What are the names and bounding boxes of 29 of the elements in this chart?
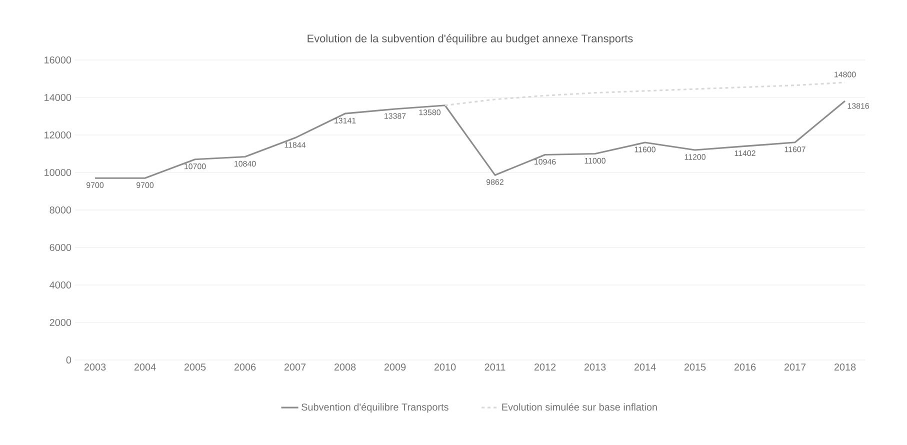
y-tick-label: 4000 [50, 281, 72, 289]
x-tick-label: 2003 [84, 364, 106, 371]
legend-label: Evolution simulée sur base inflation [502, 403, 657, 411]
y-tick-label: 16000 [44, 56, 72, 64]
legend-label: Subvention d'équilibre Transports [302, 403, 448, 413]
y-tick-label: 8000 [50, 206, 72, 214]
x-tick-label: 2009 [384, 364, 406, 371]
x-tick-label: 2018 [834, 364, 856, 371]
y-tick-label: 12000 [44, 131, 72, 139]
y-tick-label: 10000 [44, 168, 72, 176]
y-tick-label: 14000 [44, 94, 72, 102]
x-tick-label: 2014 [634, 364, 656, 371]
x-tick-label: 2016 [734, 364, 756, 371]
line-series [94, 100, 846, 179]
x-tick-label: 2013 [584, 364, 606, 371]
x-tick-label: 2015 [684, 364, 706, 371]
x-tick-label: 2010 [434, 364, 456, 371]
x-tick-label: 2012 [534, 364, 556, 371]
x-tick-label: 2005 [184, 364, 206, 371]
x-tick-label: 2008 [334, 364, 356, 371]
x-tick-label: 2004 [134, 364, 156, 371]
x-tick-label: 2017 [784, 364, 806, 371]
y-tick-label: 6000 [50, 244, 72, 252]
x-tick-label: 2007 [284, 364, 306, 371]
x-tick-label: 2011 [484, 364, 506, 371]
y-tick-label: 2000 [50, 318, 72, 326]
x-tick-label: 2006 [234, 364, 256, 371]
chart-title: Evolution de la subvention d'équilibre au budget annexe Transports [308, 34, 633, 45]
y-tick-label: 0 [66, 356, 72, 364]
